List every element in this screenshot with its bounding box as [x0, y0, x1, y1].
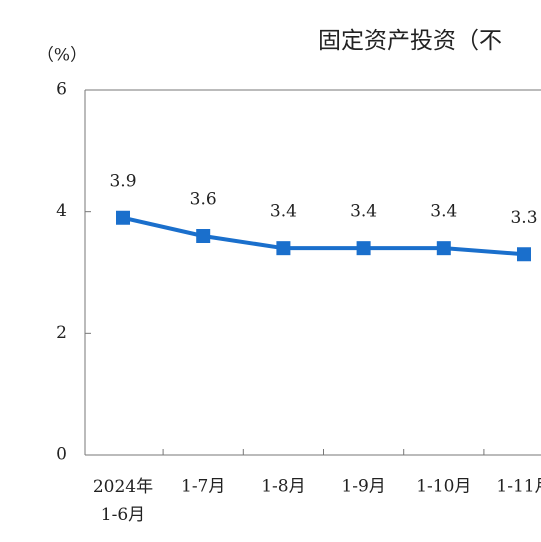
value-label: 3.4: [270, 202, 297, 222]
y-tick-label: 0: [56, 445, 67, 465]
y-tick-label: 2: [56, 323, 67, 343]
x-tick-label: 1-9月: [341, 477, 385, 497]
value-label: 3.6: [190, 190, 217, 210]
y-unit: （%）: [37, 46, 87, 66]
value-label: 3.4: [350, 202, 377, 222]
x-tick-label: 1-11月: [496, 477, 541, 497]
marker: [196, 229, 211, 243]
marker: [116, 210, 130, 225]
x-tick-label: 1-7月: [181, 477, 225, 497]
x-tick-label: 1-8月: [261, 477, 305, 497]
y-tick-label: 4: [56, 201, 67, 221]
marker: [276, 241, 291, 256]
value-label: 3.4: [430, 202, 457, 222]
marker: [436, 241, 451, 256]
y-tick-label: 6: [56, 80, 67, 100]
line: [122, 215, 525, 257]
marker: [517, 247, 531, 262]
x-tick-label: 2024年 1-6月: [93, 477, 153, 525]
value-label: 3.9: [109, 171, 136, 191]
value-label: 3.3: [510, 208, 537, 228]
chart-title: 固定资产投资（不: [318, 28, 502, 54]
x-tick-label: 1-10月: [416, 477, 471, 497]
marker: [356, 241, 371, 256]
